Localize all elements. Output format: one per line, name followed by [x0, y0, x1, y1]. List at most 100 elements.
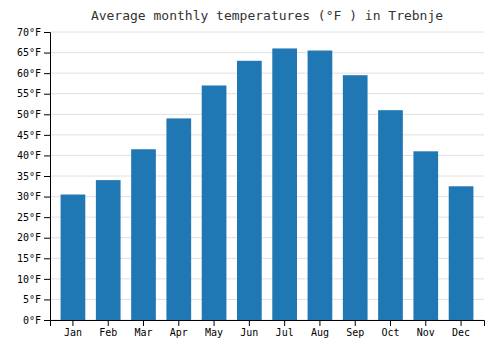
- tick: Jul: [276, 320, 294, 338]
- tick-label: 10°F: [17, 274, 41, 285]
- grid: [50, 32, 484, 320]
- tick-label: 65°F: [17, 47, 41, 58]
- tick: Dec: [452, 320, 470, 338]
- tick: Sep: [346, 320, 364, 338]
- tick-mark: [44, 238, 50, 239]
- tick-label: 60°F: [17, 68, 41, 79]
- tick: 20°F: [17, 232, 50, 243]
- bar: [131, 149, 156, 320]
- axis-line: [51, 321, 485, 327]
- bar: [413, 151, 438, 320]
- tick: 0°F: [23, 315, 50, 326]
- tick-mark: [319, 320, 320, 326]
- tick: Aug: [311, 320, 329, 338]
- tick-mark: [108, 320, 109, 326]
- tick-mark: [44, 176, 50, 177]
- tick-label: Sep: [346, 327, 364, 338]
- tick-mark: [44, 53, 50, 54]
- grid-line: [50, 52, 484, 53]
- bar: [343, 75, 368, 320]
- tick-label: 5°F: [23, 294, 41, 305]
- tick-label: Mar: [134, 327, 152, 338]
- bar: [61, 195, 86, 320]
- tick: Oct: [381, 320, 399, 338]
- tick-mark: [44, 197, 50, 198]
- tick-label: Aug: [311, 327, 329, 338]
- tick-label: 15°F: [17, 253, 41, 264]
- bar: [202, 85, 227, 320]
- grid-line: [50, 93, 484, 94]
- tick-mark: [44, 94, 50, 95]
- tick: 55°F: [17, 88, 50, 99]
- tick-label: 70°F: [17, 27, 41, 38]
- tick-label: 0°F: [23, 315, 41, 326]
- tick-mark: [284, 320, 285, 326]
- tick-label: 55°F: [17, 88, 41, 99]
- tick-label: Nov: [417, 327, 435, 338]
- tick: 5°F: [23, 294, 50, 305]
- tick-label: 50°F: [17, 109, 41, 120]
- bar: [308, 51, 333, 320]
- plot: 0°F 5°F 10°F 15°F 20°F 25°F 30°F 35°F 40°F 45°F 50…: [17, 27, 485, 338]
- tick-label: May: [205, 327, 223, 338]
- x-axis: Jan Feb Mar Apr May Jun Jul Aug Sep Oct Nov Dec: [51, 320, 485, 338]
- tick-mark: [143, 320, 144, 326]
- bar: [96, 180, 121, 320]
- tick: 65°F: [17, 47, 50, 58]
- grid-line: [50, 114, 484, 115]
- tick: 70°F: [17, 27, 50, 38]
- tick: 35°F: [17, 171, 50, 182]
- tick-mark: [461, 320, 462, 326]
- tick-label: Oct: [381, 327, 399, 338]
- tick: Apr: [170, 320, 188, 338]
- bars: [61, 48, 474, 320]
- tick-label: Feb: [99, 327, 117, 338]
- tick-mark: [44, 73, 50, 74]
- tick-mark: [425, 320, 426, 326]
- tick-mark: [44, 135, 50, 136]
- grid-line: [50, 73, 484, 74]
- tick: Mar: [134, 320, 152, 338]
- bar: [272, 48, 297, 320]
- grid-line: [50, 32, 484, 33]
- tick-mark: [390, 320, 391, 326]
- tick: 15°F: [17, 253, 50, 264]
- tick: 30°F: [17, 191, 50, 202]
- tick-mark: [72, 320, 73, 326]
- tick-label: 35°F: [17, 171, 41, 182]
- tick-mark: [44, 258, 50, 259]
- tick-label: Apr: [170, 327, 188, 338]
- tick-label: Jan: [64, 327, 82, 338]
- tick: 45°F: [17, 130, 50, 141]
- tick-label: 45°F: [17, 130, 41, 141]
- tick: 10°F: [17, 274, 50, 285]
- tick: Feb: [99, 320, 117, 338]
- tick-label: Jun: [240, 327, 258, 338]
- tick-label: 25°F: [17, 212, 41, 223]
- tick-label: 30°F: [17, 191, 41, 202]
- tick-mark: [44, 32, 50, 33]
- tick-mark: [214, 320, 215, 326]
- tick-mark: [44, 299, 50, 300]
- tick: 40°F: [17, 150, 50, 161]
- tick: 60°F: [17, 68, 50, 79]
- axis-line: [44, 33, 51, 321]
- tick-mark: [44, 279, 50, 280]
- tick: Jun: [240, 320, 258, 338]
- tick-mark: [44, 114, 50, 115]
- tick-label: Dec: [452, 327, 470, 338]
- title: Average monthly temperatures (°F ) in Tr…: [91, 8, 443, 23]
- grid-line: [50, 134, 484, 135]
- tick-mark: [44, 217, 50, 218]
- tick: Jan: [64, 320, 82, 338]
- bar: [378, 110, 403, 320]
- bar: [449, 186, 474, 320]
- bar: [237, 61, 262, 320]
- tick: 25°F: [17, 212, 50, 223]
- chart: 0°F 5°F 10°F 15°F 20°F 25°F 30°F 35°F 40°F 45°F 50…: [0, 0, 500, 350]
- tick-mark: [44, 320, 50, 321]
- tick-mark: [44, 155, 50, 156]
- tick: Nov: [417, 320, 435, 338]
- tick: 50°F: [17, 109, 50, 120]
- tick-mark: [178, 320, 179, 326]
